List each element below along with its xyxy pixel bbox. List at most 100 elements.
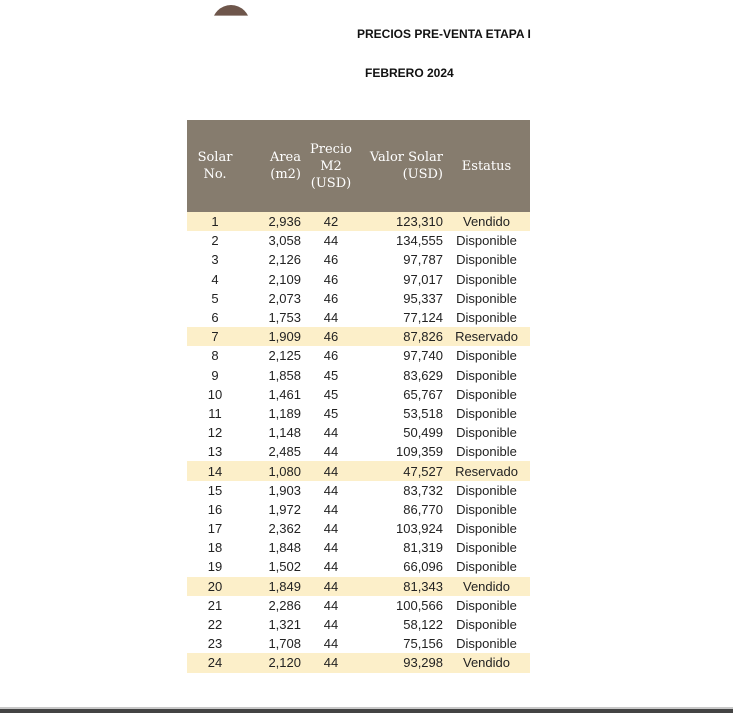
solar-no-cell: 10 — [207, 386, 223, 402]
area-cell: 1,461 — [268, 386, 301, 402]
precio-m2-cell: 44 — [323, 425, 339, 441]
estatus-cell: Disponible — [456, 233, 517, 249]
column-header: Precio M2 (USD) — [301, 120, 361, 212]
valor-solar-cell: 53,518 — [403, 405, 443, 421]
precio-m2-cell: 46 — [323, 348, 339, 364]
solar-no-cell: 11 — [208, 405, 222, 421]
precio-m2-cell: 46 — [323, 271, 339, 287]
table-row: 17 2,362 44 103,924 Disponible — [187, 519, 530, 538]
table-row: 10 1,461 45 65,767 Disponible — [187, 385, 530, 404]
solar-no-cell: 6 — [211, 310, 219, 326]
table-row: 13 2,485 44 109,359 Disponible — [187, 442, 530, 461]
area-cell: 2,120 — [243, 653, 301, 673]
table-row: 21 2,286 44 100,566 Disponible — [187, 596, 530, 615]
column-header-line: Estatus — [461, 158, 512, 174]
column-header-line: (m2) — [270, 167, 301, 182]
solar-no-cell: 17 — [207, 521, 223, 537]
valor-solar-cell: 77,124 — [403, 310, 443, 326]
area-cell: 1,909 — [243, 327, 301, 347]
valor-solar-cell: 87,826 — [361, 327, 443, 347]
table-row: 24 2,120 44 93,298 Vendido — [187, 653, 530, 673]
valor-solar-cell: 109,359 — [396, 444, 443, 460]
precio-m2-cell: 46 — [323, 290, 339, 306]
precio-m2-cell: 44 — [323, 501, 339, 517]
precio-m2-cell: 44 — [323, 636, 339, 652]
estatus-cell: Disponible — [456, 501, 517, 517]
table-row: 23 1,708 44 75,156 Disponible — [187, 634, 530, 653]
column-header-line: Precio — [310, 141, 352, 157]
area-cell: 2,485 — [268, 444, 301, 460]
table-row: 6 1,753 44 77,124 Disponible — [187, 308, 530, 327]
estatus-cell: Disponible — [456, 425, 517, 441]
solar-no-cell: 14 — [187, 461, 243, 481]
solar-no-cell: 22 — [207, 617, 223, 633]
column-header-line: M2 — [320, 158, 342, 174]
valor-solar-cell: 81,343 — [361, 576, 443, 596]
precio-m2-cell: 45 — [323, 405, 339, 421]
estatus-cell: Vendido — [443, 576, 530, 596]
solar-no-cell: 8 — [211, 348, 219, 364]
column-header-line: No. — [203, 167, 227, 182]
precio-m2-cell: 44 — [323, 521, 339, 537]
document-subtitle: FEBRERO 2024 — [365, 66, 454, 80]
valor-solar-cell: 93,298 — [361, 653, 443, 673]
valor-solar-cell: 97,787 — [403, 252, 443, 268]
valor-solar-cell: 65,767 — [403, 386, 443, 402]
solar-no-cell: 18 — [207, 540, 223, 556]
estatus-cell: Disponible — [456, 271, 517, 287]
document-title: PRECIOS PRE-VENTA ETAPA I — [357, 27, 531, 41]
estatus-cell: Reservado — [443, 461, 530, 481]
table-row: 4 2,109 46 97,017 Disponible — [187, 270, 530, 289]
valor-solar-cell: 97,740 — [403, 348, 443, 364]
area-cell: 2,286 — [268, 597, 301, 613]
column-header-line: (USD) — [402, 167, 443, 182]
valor-solar-cell: 83,629 — [403, 367, 443, 383]
valor-solar-cell: 47,527 — [361, 461, 443, 481]
table-row: 18 1,848 44 81,319 Disponible — [187, 538, 530, 557]
estatus-cell: Reservado — [443, 327, 530, 347]
valor-solar-cell: 97,017 — [403, 271, 443, 287]
estatus-cell: Disponible — [456, 482, 517, 498]
estatus-cell: Disponible — [456, 540, 517, 556]
solar-no-cell: 15 — [207, 482, 223, 498]
solar-no-cell: 24 — [187, 653, 243, 673]
area-cell: 1,189 — [268, 405, 301, 421]
column-header: Solar No. — [187, 120, 243, 212]
window-edge — [0, 709, 733, 713]
precio-m2-cell: 44 — [323, 617, 339, 633]
table-header-row: Solar No. Area (m2) Precio M2 (USD) Valor Solar… — [187, 120, 530, 212]
solar-no-cell: 19 — [207, 559, 223, 575]
solar-no-cell: 21 — [207, 597, 223, 613]
solar-no-cell: 7 — [187, 327, 243, 347]
column-header: Valor Solar (USD) — [361, 120, 443, 212]
precio-m2-cell: 44 — [301, 576, 361, 596]
solar-no-cell: 2 — [211, 233, 219, 249]
table-row: 22 1,321 44 58,122 Disponible — [187, 615, 530, 634]
valor-solar-cell: 100,566 — [396, 597, 443, 613]
estatus-cell: Vendido — [443, 212, 530, 232]
price-table: Solar No. Area (m2) Precio M2 (USD) Valor Solar… — [187, 120, 530, 673]
area-cell: 1,321 — [268, 617, 301, 633]
table-row: 3 2,126 46 97,787 Disponible — [187, 250, 530, 269]
column-header-line: Solar — [197, 150, 233, 165]
area-cell: 2,125 — [268, 348, 301, 364]
valor-solar-cell: 83,732 — [403, 482, 443, 498]
area-cell: 2,109 — [268, 271, 301, 287]
area-cell: 1,903 — [268, 482, 301, 498]
estatus-cell: Disponible — [456, 290, 517, 306]
estatus-cell: Disponible — [456, 367, 517, 383]
table-row: 11 1,189 45 53,518 Disponible — [187, 404, 530, 423]
estatus-cell: Disponible — [456, 521, 517, 537]
valor-solar-cell: 134,555 — [396, 233, 443, 249]
solar-no-cell: 20 — [187, 576, 243, 596]
precio-m2-cell: 46 — [301, 327, 361, 347]
column-header: Estatus — [443, 120, 530, 212]
precio-m2-cell: 45 — [323, 367, 339, 383]
column-header-line: Valor Solar — [369, 150, 443, 165]
valor-solar-cell: 123,310 — [361, 212, 443, 232]
solar-no-cell: 16 — [207, 501, 223, 517]
area-cell: 1,858 — [268, 367, 301, 383]
column-header: Area (m2) — [243, 120, 301, 212]
area-cell: 1,708 — [268, 636, 301, 652]
solar-no-cell: 12 — [207, 425, 223, 441]
